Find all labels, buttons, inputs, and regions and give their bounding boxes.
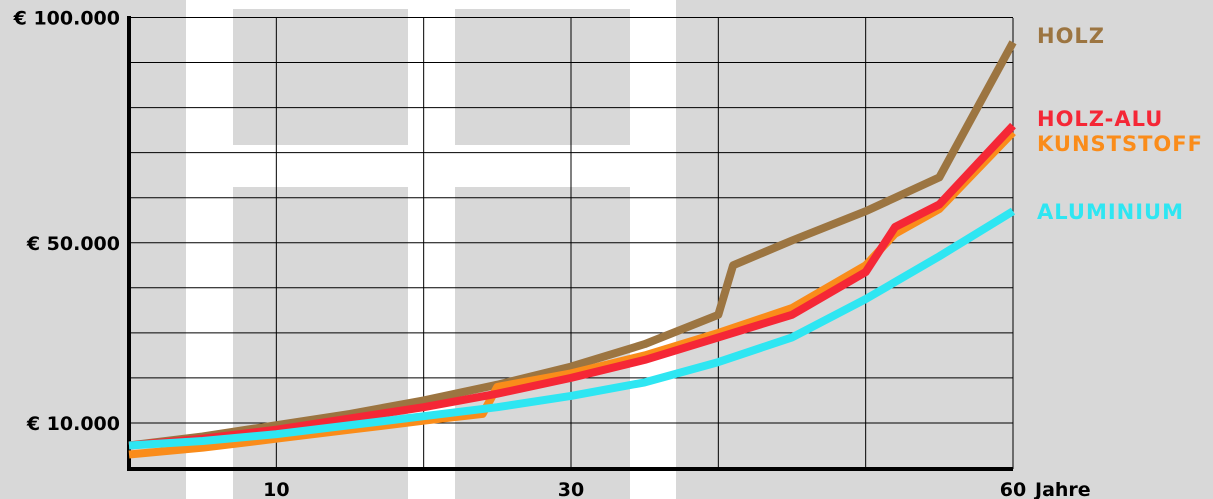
legend-label-holz: HOLZ (1037, 24, 1105, 48)
window-illustration (186, 0, 676, 499)
x-tick-label: 10 (263, 479, 289, 499)
legend-label-kunststoff: KUNSTSTOFF (1037, 132, 1203, 156)
axes (127, 16, 1013, 471)
window-pane-top-left (233, 9, 408, 145)
series-line-holz-alu (128, 122, 1016, 450)
window-pane-bottom-right (455, 187, 630, 499)
x-tick-labels: 10 30 60 (263, 479, 1026, 499)
legend-label-aluminium: ALUMINIUM (1037, 200, 1184, 224)
window-pane-top-right (455, 9, 630, 145)
window-pane-bottom-left (233, 187, 408, 499)
x-axis-label: Jahre (1033, 479, 1091, 499)
series-lines (128, 40, 1017, 459)
legend-label-holz-alu: HOLZ-ALU (1037, 107, 1163, 131)
series-line-holz (128, 40, 1017, 450)
y-tick-label: € 10.000 (26, 413, 120, 435)
y-tick-label: € 100.000 (13, 8, 120, 30)
series-line-aluminium (128, 207, 1016, 450)
y-tick-label: € 50.000 (26, 233, 120, 255)
x-tick-label: 30 (558, 479, 584, 499)
y-tick-labels: € 10.000 € 50.000 € 100.000 (13, 8, 120, 435)
x-tick-label: 60 (1000, 479, 1026, 499)
